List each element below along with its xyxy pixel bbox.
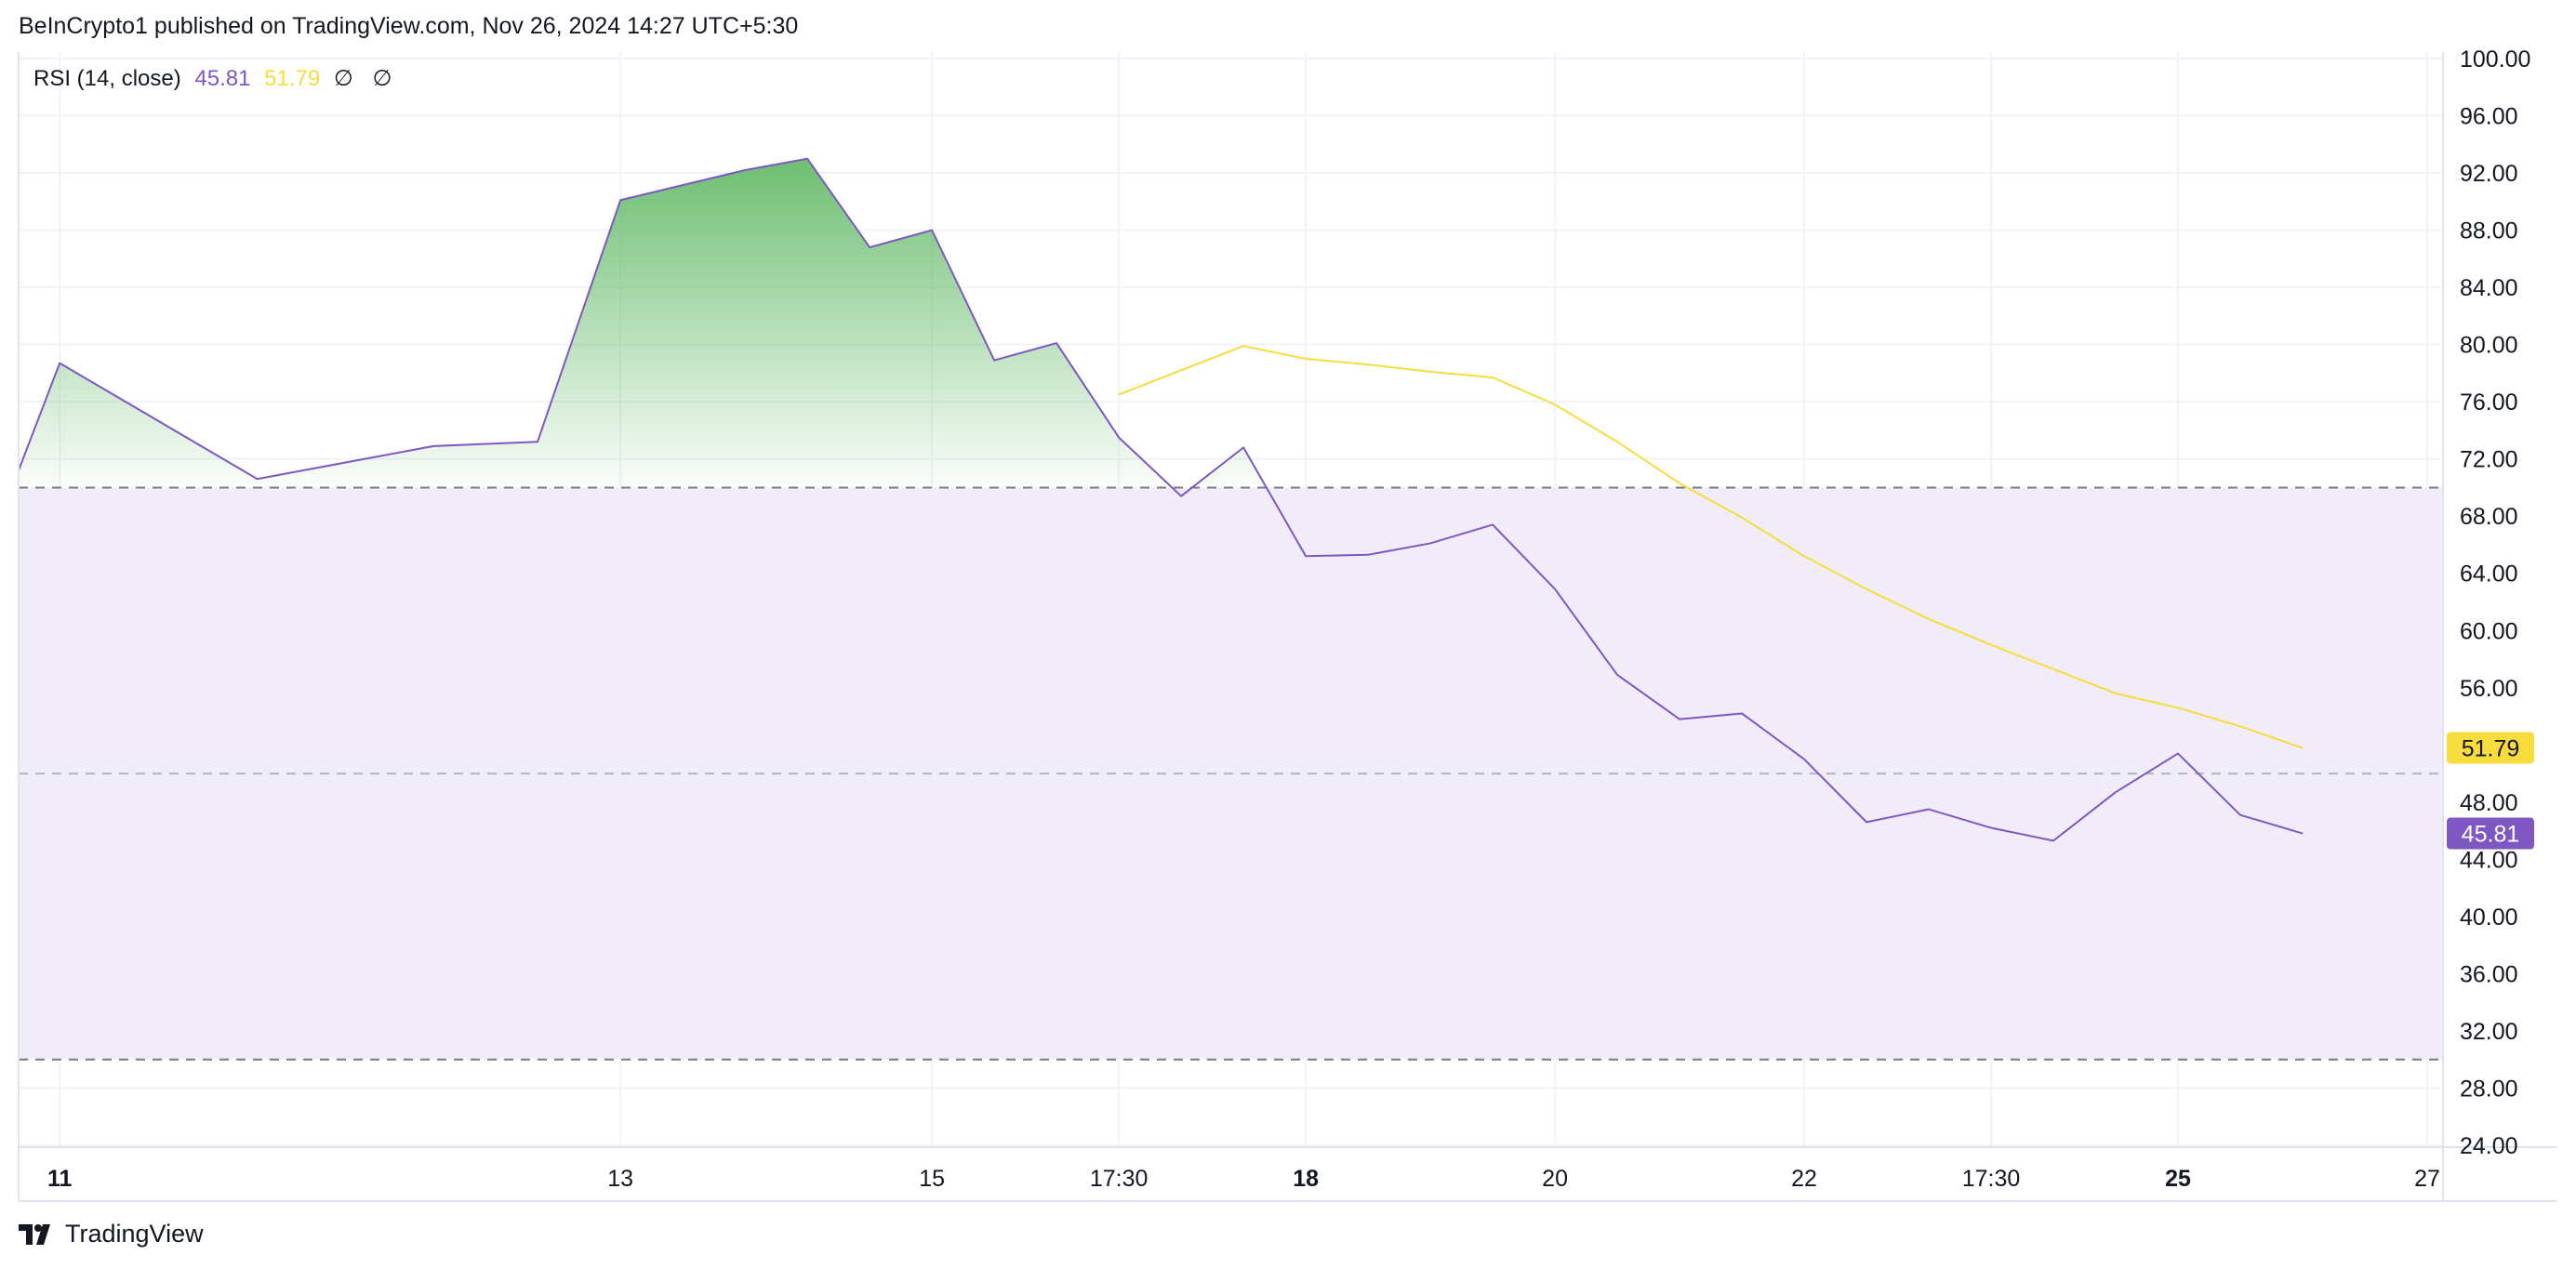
- x-tick-label: 18: [1293, 1166, 1319, 1192]
- x-tick-label: 27: [2414, 1166, 2440, 1192]
- ma-series-line-point: [2239, 725, 2241, 727]
- last-value-tag: [2447, 732, 2534, 764]
- overbought-fill: [19, 158, 2304, 488]
- rsi-series-line-point: [1367, 554, 1369, 556]
- rsi-series-line-point: [432, 445, 434, 447]
- last-value-tag-text: 45.81: [2462, 822, 2520, 848]
- ma-series-line-point: [1866, 588, 1867, 590]
- y-tick-label: 72.00: [2460, 447, 2518, 473]
- rsi-series-line-point: [2052, 839, 2054, 841]
- y-tick-label: 44.00: [2460, 847, 2518, 873]
- last-value-tag-text: 51.79: [2462, 736, 2520, 762]
- ma-series-line-point: [2177, 707, 2179, 708]
- null-icon: ∅: [372, 66, 392, 91]
- y-tick-label: 32.00: [2460, 1019, 2518, 1045]
- ma-series-line-point: [1990, 644, 1992, 646]
- x-tick-label: 20: [1542, 1166, 1568, 1192]
- rsi-band-lines: [19, 486, 2443, 1061]
- rsi-series-line-point: [1928, 809, 1930, 811]
- ma-series-line-point: [2052, 668, 2054, 670]
- rsi-series-line-point: [1616, 674, 1618, 676]
- rsi-series-line-point: [1056, 342, 1057, 344]
- rsi-series-line-point: [2115, 791, 2117, 793]
- ma-series-line-point: [1928, 618, 1930, 620]
- y-tick-label: 88.00: [2460, 218, 2518, 244]
- legend-rsi-value: 45.81: [194, 66, 251, 91]
- rsi-series-line-point: [744, 169, 746, 171]
- x-tick-label: 11: [47, 1166, 73, 1192]
- rsi-series-line-point: [1492, 523, 1494, 525]
- y-tick-label: 100.00: [2460, 46, 2530, 73]
- ma-series-line-point: [1429, 371, 1431, 373]
- chart-frame: [18, 52, 2557, 1202]
- y-tick-label: 96.00: [2460, 104, 2518, 130]
- rsi-series-line-point: [2302, 833, 2304, 835]
- x-tick-label: 22: [1791, 1166, 1817, 1192]
- ma-series-line-point: [1803, 555, 1805, 557]
- publisher-line: BeInCrypto1 published on TradingView.com…: [19, 13, 799, 39]
- rsi-series-line-point: [257, 478, 259, 480]
- price-axis[interactable]: 100.00 96.00 92.00 88.00 84.00 80.00 76.00 72.0…: [2460, 46, 2530, 1159]
- rsi-series-line-point: [1990, 827, 1992, 829]
- rsi-series-line-point: [1118, 437, 1120, 439]
- y-tick-label: 76.00: [2460, 390, 2518, 416]
- rsi-series-line-point: [619, 199, 621, 201]
- y-tick-label: 84.00: [2460, 275, 2518, 301]
- tradingview-logo-icon: [19, 1223, 50, 1245]
- last-value-tags: 51.79 45.81: [2447, 732, 2534, 850]
- ma-series-line-point: [1305, 358, 1307, 360]
- x-tick-label: 17:30: [1962, 1166, 2021, 1192]
- ma-series-line-point: [1118, 393, 1120, 395]
- rsi-series-line-point: [931, 230, 933, 231]
- rsi-series-line-point: [993, 360, 995, 362]
- indicator-legend[interactable]: RSI (14, close) 45.81 51.79 ∅ ∅: [33, 65, 405, 92]
- ma-series-line-point: [1367, 363, 1369, 365]
- rsi-series-line-point: [1429, 542, 1431, 544]
- ma-series-line-point: [1492, 376, 1494, 378]
- y-tick-label: 40.00: [2460, 905, 2518, 931]
- tradingview-brand[interactable]: TradingView: [19, 1220, 204, 1248]
- x-tick-label: 17:30: [1090, 1166, 1149, 1192]
- x-tick-label: 13: [607, 1166, 633, 1192]
- series-layer: [19, 157, 2304, 842]
- rsi-series-line-point: [2239, 814, 2241, 816]
- ma-series-line-point: [1741, 517, 1743, 519]
- last-value-tag: [2447, 817, 2534, 850]
- rsi-series-line-point: [806, 158, 808, 160]
- brand-name: TradingView: [65, 1220, 204, 1248]
- x-tick-label: 25: [2165, 1166, 2191, 1192]
- time-axis[interactable]: 11 13 15 17:30 18 20 22 17:30 25 27: [47, 1166, 2440, 1192]
- ma-series-line-point: [1242, 345, 1244, 347]
- x-tick-label: 15: [919, 1166, 945, 1192]
- y-tick-label: 28.00: [2460, 1076, 2518, 1102]
- ma-series-line-point: [2302, 747, 2304, 749]
- y-tick-label: 48.00: [2460, 790, 2518, 816]
- rsi-series-line-point: [1242, 446, 1244, 448]
- y-tick-label: 56.00: [2460, 676, 2518, 702]
- ma-series-line-point: [1554, 403, 1556, 405]
- rsi-series-line-point: [1866, 821, 1867, 823]
- rsi-series-line-point: [2177, 753, 2179, 755]
- overbought-area: [19, 158, 2304, 488]
- legend-ma-value: 51.79: [264, 66, 321, 91]
- y-tick-label: 24.00: [2460, 1133, 2518, 1159]
- rsi-series-line: [19, 157, 2304, 842]
- rsi-series-line-point: [1180, 495, 1182, 497]
- y-tick-label: 68.00: [2460, 504, 2518, 530]
- legend-indicator-name[interactable]: RSI (14, close): [33, 66, 181, 91]
- y-tick-label: 64.00: [2460, 561, 2518, 588]
- y-tick-label: 92.00: [2460, 161, 2518, 187]
- y-tick-label: 80.00: [2460, 333, 2518, 359]
- null-icon: ∅: [333, 66, 353, 91]
- rsi-series-line-point: [1554, 588, 1556, 590]
- y-tick-label: 60.00: [2460, 618, 2518, 644]
- y-tick-label: 36.00: [2460, 961, 2518, 987]
- rsi-series-line-point: [1741, 712, 1743, 714]
- rsi-series-line-point: [1305, 555, 1307, 557]
